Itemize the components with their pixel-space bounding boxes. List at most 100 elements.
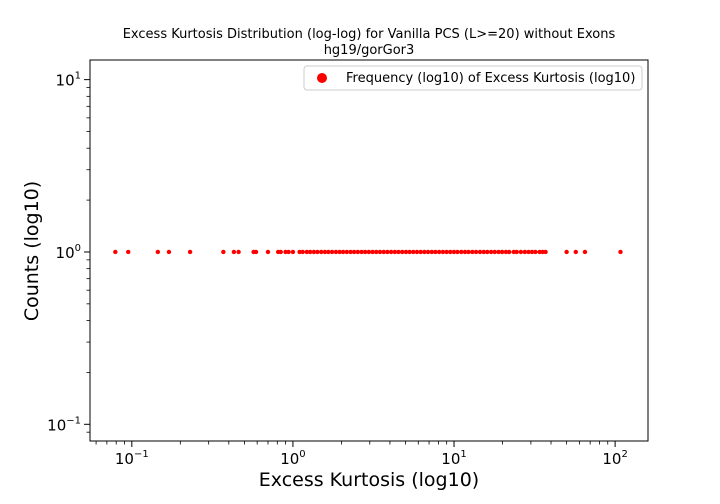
x-tick-base: 10: [602, 450, 621, 468]
data-point: [326, 249, 331, 255]
data-point: [385, 249, 390, 255]
y-tick-label: 100: [56, 243, 81, 262]
data-point: [187, 249, 193, 255]
chart-subtitle: hg19/gorGor3: [324, 43, 415, 58]
data-point: [370, 249, 375, 255]
data-point: [499, 249, 505, 255]
legend: Frequency (log10) of Excess Kurtosis (lo…: [303, 65, 643, 91]
legend-label: Frequency (log10) of Excess Kurtosis (lo…: [346, 71, 635, 86]
data-point: [533, 249, 538, 255]
y-axis-label: Counts (log10): [21, 181, 43, 321]
data-point: [265, 249, 271, 255]
data-point: [286, 249, 291, 255]
data-point: [488, 249, 494, 255]
data-point: [455, 249, 460, 255]
data-point: [496, 249, 501, 255]
data-point: [618, 249, 623, 255]
data-point: [388, 249, 394, 255]
data-point: [113, 249, 118, 255]
data-point: [414, 249, 420, 255]
data-point: [315, 249, 320, 255]
data-point: [253, 249, 259, 255]
data-point: [322, 249, 328, 255]
data-point: [307, 249, 313, 255]
x-tick-exponent: 0: [299, 449, 305, 460]
data-point: [283, 249, 288, 255]
data-point: [351, 249, 357, 255]
x-tick-exponent: 1: [460, 449, 466, 460]
data-point: [329, 249, 335, 255]
data-point: [381, 249, 386, 255]
data-point: [290, 249, 296, 255]
data-point: [278, 249, 283, 255]
x-tick-label: 102: [602, 449, 627, 468]
data-point: [433, 249, 438, 255]
y-tick-label: 10−1: [47, 415, 81, 434]
data-point: [155, 249, 161, 255]
data-points: [113, 249, 623, 255]
data-point: [377, 249, 383, 255]
y-tick-exponent: 0: [75, 243, 81, 254]
data-point: [221, 249, 226, 255]
data-point: [470, 249, 475, 255]
data-point: [366, 249, 372, 255]
data-point: [573, 249, 578, 255]
x-axis-label: Excess Kurtosis (log10): [259, 469, 479, 491]
data-point: [506, 249, 512, 255]
x-tick-base: 10: [115, 450, 134, 468]
data-point: [514, 249, 519, 255]
data-point: [337, 249, 342, 255]
x-tick-label: 100: [280, 449, 305, 468]
data-point: [481, 249, 486, 255]
data-point: [319, 249, 324, 255]
data-point: [529, 249, 535, 255]
x-tick-exponent: 2: [621, 449, 627, 460]
data-point: [444, 249, 449, 255]
data-point: [311, 249, 317, 255]
data-point: [231, 249, 237, 255]
data-point: [440, 249, 446, 255]
legend-box: [303, 65, 643, 91]
data-point: [300, 249, 305, 255]
data-point: [459, 249, 464, 255]
data-point: [462, 249, 468, 255]
data-point: [564, 249, 569, 255]
y-tick-base: 10: [56, 244, 75, 262]
y-tick-exponent: 1: [75, 71, 81, 82]
x-tick-exponent: −1: [134, 449, 149, 460]
data-point: [526, 249, 531, 255]
y-tick-exponent: −1: [66, 415, 81, 426]
data-point: [537, 249, 542, 255]
data-point: [344, 249, 349, 255]
data-point: [411, 249, 416, 255]
data-point: [374, 249, 379, 255]
data-point: [429, 249, 435, 255]
data-point: [407, 249, 412, 255]
data-point: [400, 249, 405, 255]
data-point: [166, 249, 172, 255]
data-point: [425, 249, 431, 255]
data-point: [503, 249, 509, 255]
data-point: [451, 249, 457, 255]
y-tick-label: 101: [56, 71, 81, 90]
data-point: [477, 249, 483, 255]
data-point: [359, 249, 364, 255]
data-point: [126, 249, 131, 255]
y-tick-base: 10: [47, 416, 66, 434]
legend-marker: [317, 73, 327, 83]
x-tick-base: 10: [280, 450, 299, 468]
data-point: [518, 249, 524, 255]
data-point: [236, 249, 241, 255]
data-point: [473, 249, 479, 255]
y-tick-base: 10: [56, 72, 75, 90]
data-point: [392, 249, 398, 255]
data-point: [304, 249, 310, 255]
x-tick-base: 10: [441, 450, 460, 468]
data-point: [348, 249, 353, 255]
data-point: [333, 249, 339, 255]
data-point: [436, 249, 442, 255]
data-point: [355, 249, 361, 255]
data-point: [466, 249, 471, 255]
